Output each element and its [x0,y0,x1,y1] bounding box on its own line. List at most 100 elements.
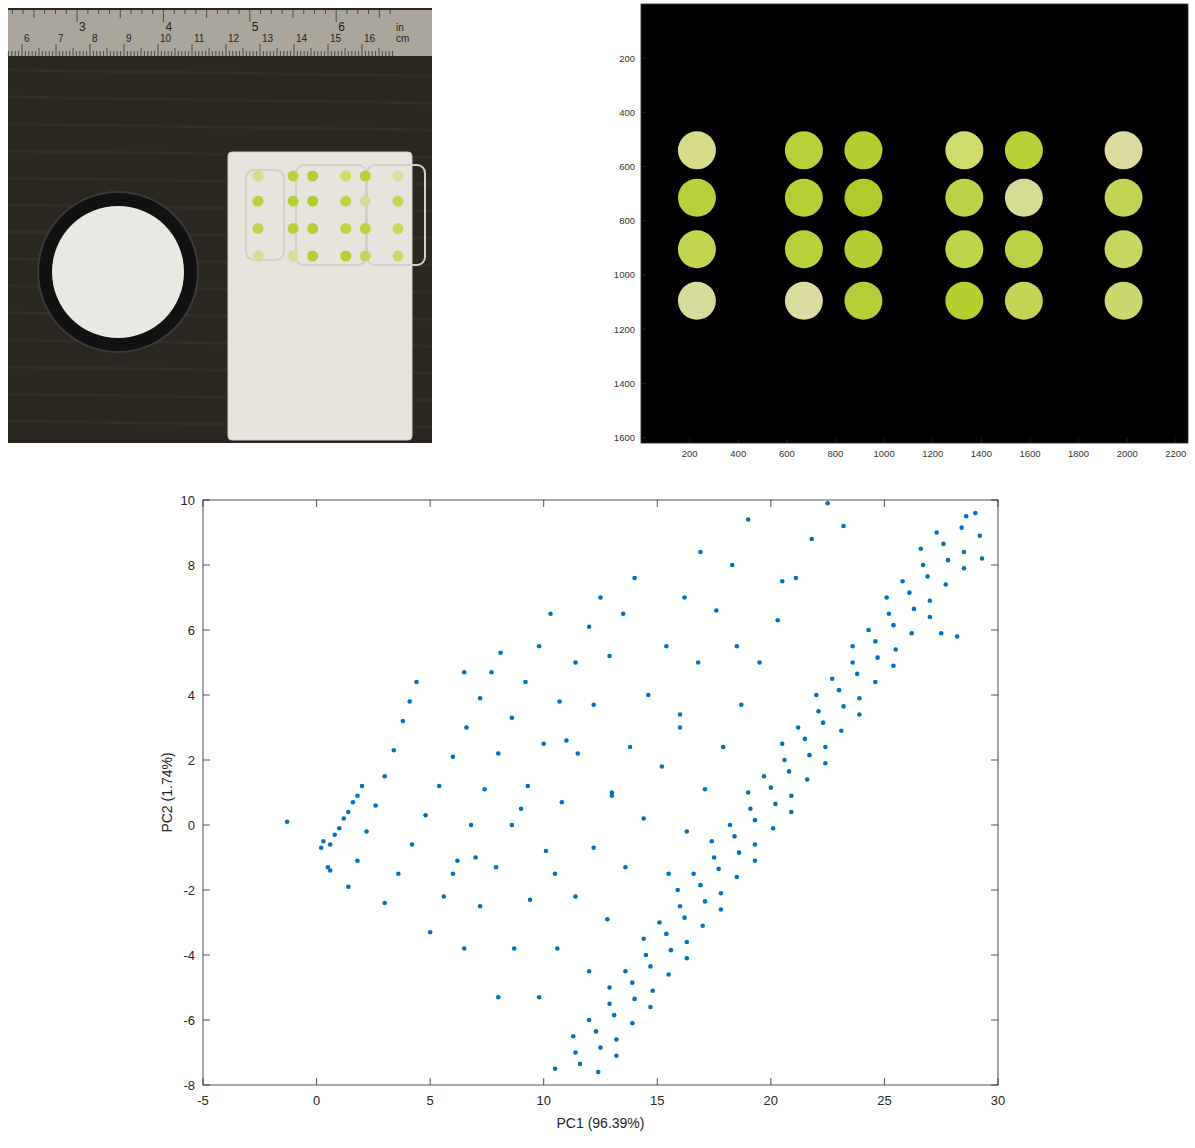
point [830,676,835,681]
point [732,834,737,839]
point [510,823,515,828]
point [734,644,739,649]
point [809,537,814,542]
point [607,1001,612,1006]
spot [945,131,983,169]
ruler-cm-tick [385,51,386,56]
ruler-cm-tick [311,48,312,56]
point [537,644,542,649]
wood-grain [8,124,432,130]
point [441,894,446,899]
ruler-cm-label: 9 [126,33,132,44]
ruler-cm-tick [195,51,196,56]
y-tick [203,1020,210,1021]
x-tick-label: 600 [779,448,795,459]
ruler-cm-tick [8,51,9,56]
point [928,615,933,620]
x-tick [786,438,787,443]
x-tick-label: 1800 [1068,448,1089,459]
point [401,719,406,724]
point [337,826,342,831]
ruler-cm-tick [270,51,271,56]
photo-spot [307,223,318,234]
point [685,829,690,834]
point [428,930,433,935]
x-tick-label: 30 [991,1093,1005,1108]
point [630,980,635,985]
ruler-in-label: 4 [165,20,172,34]
point [382,901,387,906]
y-tick-label: 1600 [614,432,635,443]
point [955,634,960,639]
ruler-in-tick [239,10,240,14]
point [980,556,985,561]
photo-spot [288,223,299,234]
y-tick-right [991,565,998,566]
x-tick-label: 800 [828,448,844,459]
point [564,738,569,743]
point [773,802,778,807]
point [714,608,719,613]
point [355,793,360,798]
ruler-cm-tick [215,51,216,56]
point [891,663,896,668]
point [893,647,898,652]
point [641,816,646,821]
point [907,590,912,595]
ruler-cm-tick [90,44,91,56]
point [823,745,828,750]
point [328,842,333,847]
ruler-cm-tick [297,51,298,56]
x-tick [738,438,739,443]
ruler-cm-tick [134,51,135,56]
ruler-cm-tick [331,51,332,56]
spot [785,230,823,268]
point [553,1066,558,1071]
ruler-unit-label: cm [396,33,409,44]
point [587,1018,592,1023]
ruler-cm-tick [69,51,70,56]
photo-spot [340,196,351,207]
point [928,598,933,603]
point [587,969,592,974]
point [494,865,499,870]
scatter-axes: -5051015202530-8-6-4-20246810PC1 (96.39%… [159,493,1005,1132]
plot-background [203,500,998,1085]
y-tick-label: 6 [188,623,195,638]
y-tick-right [991,1020,998,1021]
ruler-cm-tick [205,51,206,56]
ruler-cm-tick [219,51,220,56]
spot [678,131,716,169]
ruler-cm-tick [334,51,335,56]
ruler-cm-tick [345,48,346,56]
ruler-cm-tick [117,51,118,56]
ruler-in-tick [228,10,229,14]
x-tick-label: 5 [427,1093,434,1108]
y-tick [203,695,210,696]
point [698,550,703,555]
point [548,611,553,616]
point [464,725,469,730]
x-tick [932,438,933,443]
ruler-in-tick [368,10,369,14]
ruler-cm-tick [300,51,301,56]
x-tick [1029,438,1030,443]
point [782,758,787,763]
ruler-cm-tick [164,51,165,56]
ruler-in-tick [217,10,218,14]
point [918,546,923,551]
point [496,751,501,756]
ruler-cm-tick [100,51,101,56]
point [482,787,487,792]
y-tick [203,1085,210,1086]
spot [678,282,716,320]
photo-spot [393,223,404,234]
wood-grain [8,70,432,76]
point [787,769,792,774]
ruler-in-tick [163,10,164,22]
spot [785,131,823,169]
x-tick-top [203,500,204,507]
x-tick-label: 2200 [1165,448,1186,459]
point [407,699,412,704]
x-tick [1175,438,1176,443]
